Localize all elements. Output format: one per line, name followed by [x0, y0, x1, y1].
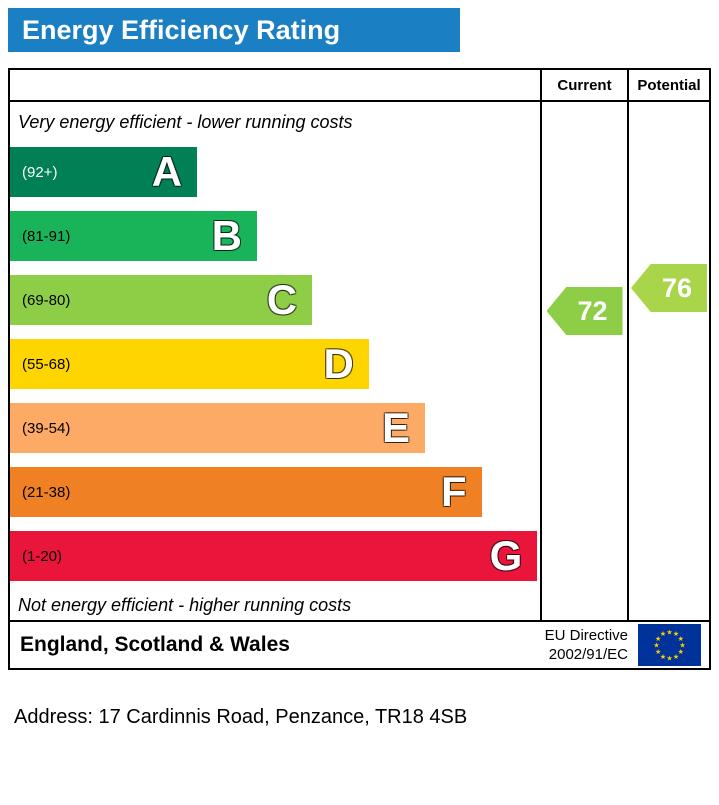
band-row: (1-20) G [10, 524, 540, 588]
band-c: (69-80) C [10, 275, 313, 325]
eu-directive-line1: EU Directive [544, 626, 628, 644]
eu-directive-line2: 2002/91/EC [548, 646, 628, 663]
band-c-letter: C [266, 276, 298, 323]
chart-header-spacer [10, 70, 540, 100]
band-d-range: (55-68) [22, 355, 71, 373]
svg-text:★: ★ [666, 655, 672, 663]
band-g-letter: G [489, 532, 523, 579]
potential-column-header: Potential [627, 70, 709, 100]
band-row: (39-54) E [10, 396, 540, 460]
band-b-range: (81-91) [22, 227, 71, 245]
band-e-letter: E [381, 404, 410, 451]
address-line: Address: 17 Cardinnis Road, Penzance, TR… [14, 706, 468, 728]
top-note: Very energy efficient - lower running co… [18, 112, 353, 132]
current-arrow: 72 [546, 287, 623, 335]
chart-body-row: Very energy efficient - lower running co… [10, 102, 709, 620]
band-g: (1-20) G [10, 531, 538, 581]
band-a: (92+) A [10, 147, 198, 197]
bands-area: Very energy efficient - lower running co… [10, 102, 540, 620]
svg-text:★: ★ [666, 629, 672, 637]
svg-text:★: ★ [653, 642, 659, 650]
band-a-letter: A [151, 148, 183, 195]
band-row: (69-80) C [10, 268, 540, 332]
title-bar: Energy Efficiency Rating [8, 8, 460, 52]
band-row: (55-68) D [10, 332, 540, 396]
band-e-range: (39-54) [22, 419, 71, 437]
svg-text:★: ★ [655, 648, 661, 656]
svg-text:★: ★ [678, 635, 684, 643]
band-f-range: (21-38) [22, 483, 71, 501]
svg-text:★: ★ [660, 653, 666, 661]
svg-text:★: ★ [679, 642, 685, 650]
potential-column: 76 [627, 102, 709, 620]
band-e: (39-54) E [10, 403, 425, 453]
band-a-range: (92+) [22, 163, 58, 181]
band-d: (55-68) D [10, 339, 369, 389]
band-row: (92+) A [10, 140, 540, 204]
svg-text:★: ★ [673, 653, 679, 661]
page-title: Energy Efficiency Rating [22, 15, 341, 45]
current-rating-value: 72 [577, 295, 608, 326]
potential-rating-value: 76 [661, 272, 693, 303]
svg-text:★: ★ [655, 635, 661, 643]
eu-flag-icon: ★ ★ ★ ★ ★ ★ ★ ★ ★ ★ ★ ★ [638, 624, 701, 666]
band-g-range: (1-20) [22, 547, 63, 565]
band-d-letter: D [323, 340, 354, 387]
band-c-range: (69-80) [22, 291, 71, 309]
eu-directive-label: EU Directive 2002/91/EC [545, 626, 628, 665]
potential-arrow: 76 [631, 264, 707, 312]
band-f: (21-38) F [10, 467, 482, 517]
bottom-note: Not energy efficient - higher running co… [18, 595, 352, 615]
region-label: England, Scotland & Wales [20, 633, 290, 656]
band-b: (81-91) B [10, 211, 257, 261]
chart-header-row: Current Potential [10, 70, 709, 102]
epc-chart: Current Potential Very energy efficient … [8, 68, 711, 622]
svg-text:★: ★ [673, 630, 679, 638]
current-column: 72 [540, 102, 627, 620]
band-b-letter: B [211, 212, 242, 259]
footer-right: EU Directive 2002/91/EC ★ ★ ★ ★ ★ ★ ★ ★ … [545, 624, 701, 666]
band-row: (21-38) F [10, 460, 540, 524]
current-column-header: Current [540, 70, 627, 100]
svg-text:★: ★ [678, 648, 684, 656]
band-f-letter: F [441, 468, 467, 515]
footer-bar: England, Scotland & Wales EU Directive 2… [8, 620, 711, 670]
band-row: (81-91) B [10, 204, 540, 268]
svg-text:★: ★ [660, 630, 666, 638]
